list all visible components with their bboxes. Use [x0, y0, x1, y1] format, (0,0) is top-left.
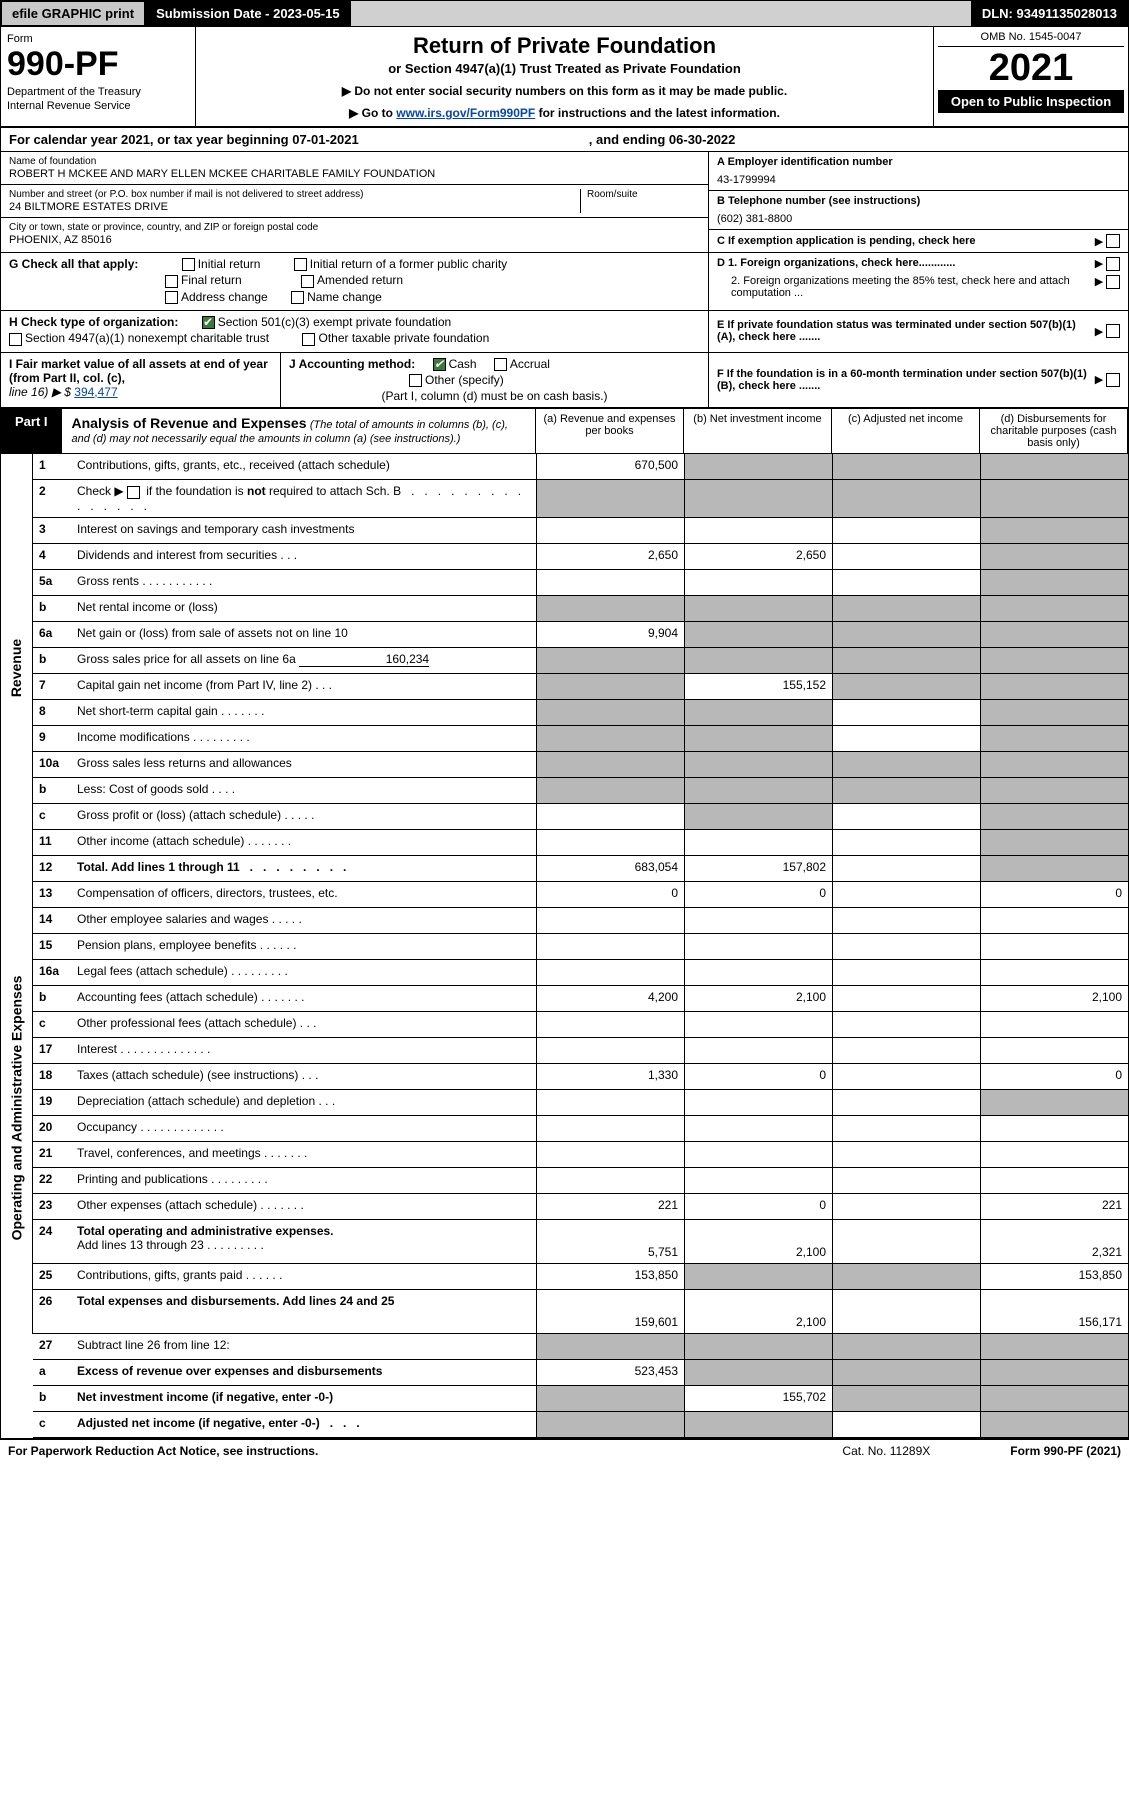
note-goto: ▶ Go to www.irs.gov/Form990PF for instru…	[216, 106, 913, 120]
note-ssn: ▶ Do not enter social security numbers o…	[216, 84, 913, 98]
chk-other-taxable[interactable]	[302, 333, 315, 346]
g-block: G Check all that apply: Initial return I…	[1, 253, 708, 310]
form-label: Form	[7, 33, 189, 45]
col-b-hdr: (b) Net investment income	[684, 408, 832, 454]
chk-addr-change[interactable]	[165, 291, 178, 304]
col-a-hdr: (a) Revenue and expenses per books	[536, 408, 684, 454]
chk-schb[interactable]	[127, 486, 140, 499]
chk-4947[interactable]	[9, 333, 22, 346]
chk-initial[interactable]	[182, 258, 195, 271]
chk-final[interactable]	[165, 275, 178, 288]
ein-cell: A Employer identification number 43-1799…	[709, 152, 1128, 191]
expenses-side-label: Operating and Administrative Expenses	[1, 882, 33, 1334]
dept-line1: Department of the Treasury	[7, 86, 189, 98]
col-d-hdr: (d) Disbursements for charitable purpose…	[980, 408, 1128, 454]
chk-f[interactable]	[1106, 373, 1120, 387]
form-title: Return of Private Foundation	[216, 33, 913, 59]
i-block: I Fair market value of all assets at end…	[1, 353, 281, 408]
form-id-block: Form 990-PF Department of the Treasury I…	[1, 27, 196, 126]
omb-number: OMB No. 1545-0047	[938, 31, 1124, 47]
revenue-side-label: Revenue	[1, 454, 33, 881]
checkbox-c[interactable]	[1106, 234, 1120, 248]
part1-desc: Analysis of Revenue and Expenses (The to…	[62, 408, 536, 454]
dln-label: DLN: 93491135028013	[971, 1, 1128, 26]
e-block: E If private foundation status was termi…	[708, 311, 1128, 352]
part1-header: Part I Analysis of Revenue and Expenses …	[1, 408, 1128, 454]
header-right-block: OMB No. 1545-0047 2021 Open to Public In…	[933, 27, 1128, 126]
chk-name-change[interactable]	[291, 291, 304, 304]
city-cell: City or town, state or province, country…	[1, 218, 708, 250]
chk-e[interactable]	[1106, 324, 1120, 338]
part1-tab: Part I	[1, 408, 62, 454]
foundation-name-cell: Name of foundation ROBERT H MCKEE AND MA…	[1, 152, 708, 185]
d-block: D 1. Foreign organizations, check here..…	[708, 253, 1128, 310]
chk-amended[interactable]	[301, 275, 314, 288]
chk-cash[interactable]: ✔	[433, 358, 446, 371]
dept-line2: Internal Revenue Service	[7, 100, 189, 112]
exemption-pending-cell: C If exemption application is pending, c…	[709, 230, 1128, 252]
open-inspection: Open to Public Inspection	[938, 90, 1124, 113]
header-title-block: Return of Private Foundation or Section …	[196, 27, 933, 126]
calendar-year-row: For calendar year 2021, or tax year begi…	[1, 128, 1128, 152]
fmv-link[interactable]: 394,477	[74, 385, 117, 399]
address-cell: Number and street (or P.O. box number if…	[1, 185, 708, 218]
form-subtitle: or Section 4947(a)(1) Trust Treated as P…	[216, 61, 913, 76]
chk-initial-former[interactable]	[294, 258, 307, 271]
chk-other-method[interactable]	[409, 374, 422, 387]
col-c-hdr: (c) Adjusted net income	[832, 408, 980, 454]
arrow-icon: ▶	[1092, 235, 1106, 248]
f-block: F If the foundation is in a 60-month ter…	[708, 353, 1128, 408]
phone-cell: B Telephone number (see instructions) (6…	[709, 191, 1128, 230]
tax-year: 2021	[938, 47, 1124, 90]
top-bar: efile GRAPHIC print Submission Date - 20…	[1, 1, 1128, 27]
chk-accrual[interactable]	[494, 358, 507, 371]
chk-501c3[interactable]: ✔	[202, 316, 215, 329]
chk-d2[interactable]	[1106, 275, 1120, 289]
h-block: H Check type of organization: ✔Section 5…	[1, 311, 708, 352]
submission-date-label: Submission Date - 2023-05-15	[145, 1, 351, 26]
efile-print-btn[interactable]: efile GRAPHIC print	[1, 1, 145, 26]
form-number: 990-PF	[7, 45, 189, 84]
chk-d1[interactable]	[1106, 257, 1120, 271]
footer: For Paperwork Reduction Act Notice, see …	[0, 1439, 1129, 1462]
j-block: J Accounting method: ✔Cash Accrual Other…	[281, 353, 708, 408]
irs-link[interactable]: www.irs.gov/Form990PF	[396, 106, 535, 120]
